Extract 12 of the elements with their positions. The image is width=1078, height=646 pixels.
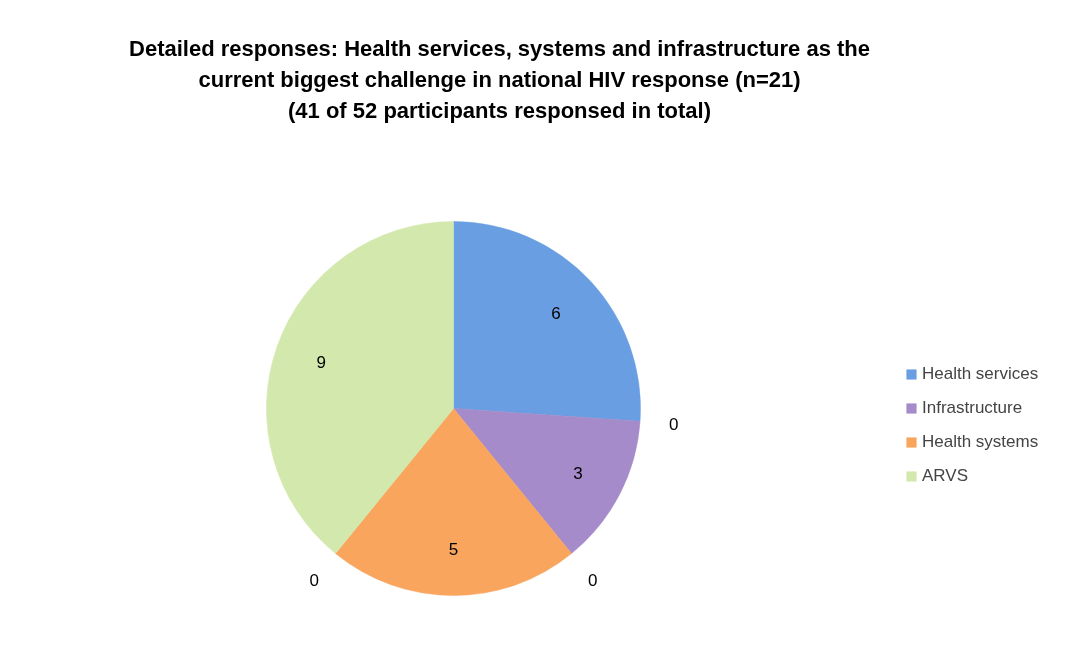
legend-label: ARVS (922, 466, 968, 486)
text: 0 (588, 570, 598, 590)
chart-title: Detailed responses: Health services, systems and infrastructure as the current biggest challenge in national HIV response (n=21) (41 of 52 participants responsed in total) (129, 36, 870, 123)
data-label: 6 (551, 303, 561, 323)
data-label: 5 (448, 539, 459, 559)
legend-label: Health services (922, 364, 1039, 384)
data-label: 9 (316, 352, 327, 372)
data-label: 3 (573, 464, 583, 484)
legend-label: Health systems (922, 432, 1039, 452)
text: 0 (309, 570, 319, 590)
text: 0 (668, 414, 679, 434)
legend-label: Infrastructure (922, 398, 1023, 418)
